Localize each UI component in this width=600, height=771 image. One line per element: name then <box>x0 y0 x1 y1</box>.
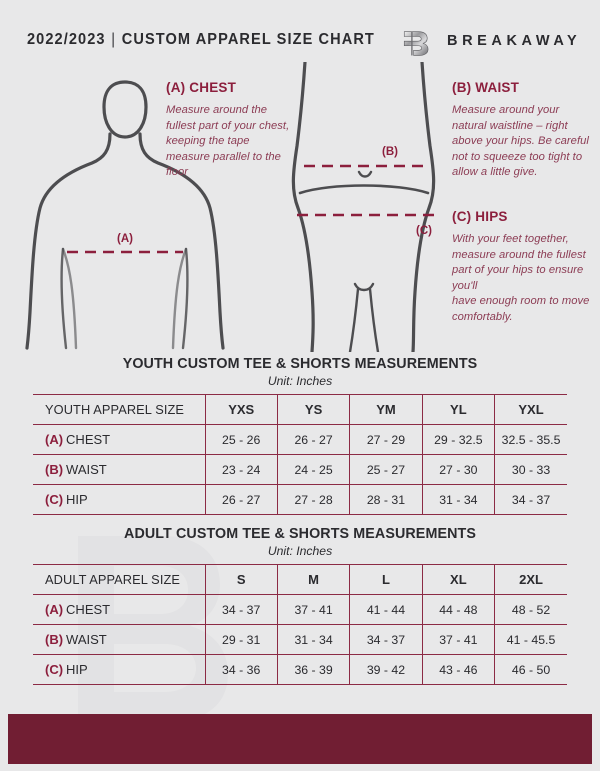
table-row: (B) WAIST 23 - 24 24 - 25 25 - 27 27 - 30… <box>33 454 567 485</box>
table-row: (C) HIP 26 - 27 27 - 28 28 - 31 31 - 34 3… <box>33 484 567 515</box>
adult-header-label: ADULT APPAREL SIZE <box>33 564 205 595</box>
adult-cell-2-3: 43 - 46 <box>421 654 495 685</box>
adult-size-col-1: M <box>276 564 350 595</box>
header-separator: | <box>111 31 117 48</box>
adult-size-col-4: 2XL <box>494 564 567 595</box>
adult-row-name-2: HIP <box>66 662 88 677</box>
youth-cell-0-0: 25 - 26 <box>204 424 278 455</box>
youth-size-table-block: YOUTH CUSTOM TEE & SHORTS MEASUREMENTS U… <box>33 356 567 515</box>
adult-cell-1-2: 34 - 37 <box>349 624 423 655</box>
adult-cell-2-1: 36 - 39 <box>276 654 350 685</box>
footer-accent-bar <box>8 714 592 764</box>
adult-cell-0-0: 34 - 37 <box>204 594 278 625</box>
youth-header-label: YOUTH APPAREL SIZE <box>33 394 205 425</box>
header-chart-title: CUSTOM APPAREL SIZE CHART <box>121 31 375 48</box>
youth-size-col-0: YXS <box>204 394 278 425</box>
adult-cell-2-0: 34 - 36 <box>204 654 278 685</box>
youth-table-title: YOUTH CUSTOM TEE & SHORTS MEASUREMENTS <box>122 356 478 372</box>
callout-hips-title: (C) HIPS <box>452 209 508 224</box>
youth-table-unit: Unit: Inches <box>267 374 333 388</box>
youth-cell-2-4: 34 - 37 <box>494 484 567 515</box>
adult-size-col-3: XL <box>421 564 495 595</box>
adult-cell-2-2: 39 - 42 <box>349 654 423 685</box>
youth-cell-1-4: 30 - 33 <box>494 454 567 485</box>
adult-table-title: ADULT CUSTOM TEE & SHORTS MEASUREMENTS <box>124 526 476 542</box>
adult-cell-1-4: 41 - 45.5 <box>494 624 567 655</box>
adult-row-name-0: CHEST <box>66 602 111 617</box>
header-title: 2022/2023 | CUSTOM APPAREL SIZE CHART <box>27 31 375 49</box>
breakaway-b-monogram-icon <box>403 31 429 56</box>
youth-row-label-1: (B) WAIST <box>33 454 205 485</box>
callout-waist-title: (B) WAIST <box>452 80 520 95</box>
youth-cell-0-1: 26 - 27 <box>276 424 350 455</box>
youth-cell-2-1: 27 - 28 <box>276 484 350 515</box>
youth-row-tag-2: (C) <box>45 492 64 507</box>
header-season: 2022/2023 <box>27 31 106 48</box>
adult-cell-1-3: 37 - 41 <box>421 624 495 655</box>
adult-cell-1-1: 31 - 34 <box>276 624 350 655</box>
youth-cell-1-1: 24 - 25 <box>276 454 350 485</box>
adult-cell-0-4: 48 - 52 <box>494 594 567 625</box>
adult-row-label-2: (C) HIP <box>33 654 205 685</box>
table-row: (A) CHEST 25 - 26 26 - 27 27 - 29 29 - 32… <box>33 424 567 455</box>
callout-waist-body: Measure around your natural waistline – … <box>452 104 589 179</box>
adult-cell-0-1: 37 - 41 <box>276 594 350 625</box>
adult-table-unit: Unit: Inches <box>267 544 333 558</box>
adult-row-label-1: (B) WAIST <box>33 624 205 655</box>
adult-cell-2-4: 46 - 50 <box>494 654 567 685</box>
youth-cell-2-3: 31 - 34 <box>421 484 495 515</box>
body-measurement-diagram: (A) (B) (C) <box>25 62 438 352</box>
table-header-row: YOUTH APPAREL SIZE YXS YS YM YL YXL <box>33 394 567 425</box>
youth-size-col-1: YS <box>276 394 350 425</box>
callout-hips: (C) HIPS With your feet together, measur… <box>452 209 594 326</box>
callout-chest: (A) CHEST Measure around the fullest par… <box>166 80 294 181</box>
adult-size-col-2: L <box>349 564 423 595</box>
youth-cell-0-4: 32.5 - 35.5 <box>494 424 567 455</box>
youth-size-col-4: YXL <box>494 394 567 425</box>
youth-row-name-1: WAIST <box>66 462 107 477</box>
chest-measure-label: (A) <box>117 233 133 245</box>
hip-measure-label: (C) <box>416 225 432 237</box>
youth-cell-2-2: 28 - 31 <box>349 484 423 515</box>
adult-cell-1-0: 29 - 31 <box>204 624 278 655</box>
youth-cell-2-0: 26 - 27 <box>204 484 278 515</box>
page-header: 2022/2023 | CUSTOM APPAREL SIZE CHART BREA… <box>0 0 600 70</box>
youth-row-name-2: HIP <box>66 492 88 507</box>
youth-cell-1-2: 25 - 27 <box>349 454 423 485</box>
adult-size-col-0: S <box>204 564 278 595</box>
youth-cell-1-0: 23 - 24 <box>204 454 278 485</box>
youth-size-col-3: YL <box>421 394 495 425</box>
youth-size-col-2: YM <box>349 394 423 425</box>
youth-row-label-0: (A) CHEST <box>33 424 205 455</box>
adult-cell-0-3: 44 - 48 <box>421 594 495 625</box>
adult-cell-0-2: 41 - 44 <box>349 594 423 625</box>
table-row: (C) HIP 34 - 36 36 - 39 39 - 42 43 - 46 4… <box>33 654 567 685</box>
adult-row-tag-0: (A) <box>45 602 64 617</box>
adult-row-tag-1: (B) <box>45 632 64 647</box>
youth-cell-0-3: 29 - 32.5 <box>421 424 495 455</box>
adult-row-tag-2: (C) <box>45 662 64 677</box>
adult-size-table: ADULT APPAREL SIZE S M L XL 2XL (A) CHEST… <box>33 564 567 685</box>
table-row: (A) CHEST 34 - 37 37 - 41 41 - 44 44 - 48… <box>33 594 567 625</box>
youth-row-tag-0: (A) <box>45 432 64 447</box>
youth-row-tag-1: (B) <box>45 462 64 477</box>
youth-cell-1-3: 27 - 30 <box>421 454 495 485</box>
callout-hips-body: With your feet together, measure around … <box>452 233 590 323</box>
callout-chest-body: Measure around the fullest part of your … <box>166 104 290 179</box>
adult-size-table-block: ADULT CUSTOM TEE & SHORTS MEASUREMENTS U… <box>33 526 567 685</box>
brand-name: BREAKAWAY <box>447 33 582 49</box>
youth-row-name-0: CHEST <box>66 432 111 447</box>
youth-size-table: YOUTH APPAREL SIZE YXS YS YM YL YXL (A) C… <box>33 394 567 515</box>
callout-chest-title: (A) CHEST <box>166 80 237 95</box>
callout-waist: (B) WAIST Measure around your natural wa… <box>452 80 592 181</box>
youth-cell-0-2: 27 - 29 <box>349 424 423 455</box>
waist-measure-label: (B) <box>382 146 398 158</box>
table-header-row: ADULT APPAREL SIZE S M L XL 2XL <box>33 564 567 595</box>
adult-row-name-1: WAIST <box>66 632 107 647</box>
youth-row-label-2: (C) HIP <box>33 484 205 515</box>
table-row: (B) WAIST 29 - 31 31 - 34 34 - 37 37 - 41… <box>33 624 567 655</box>
adult-row-label-0: (A) CHEST <box>33 594 205 625</box>
